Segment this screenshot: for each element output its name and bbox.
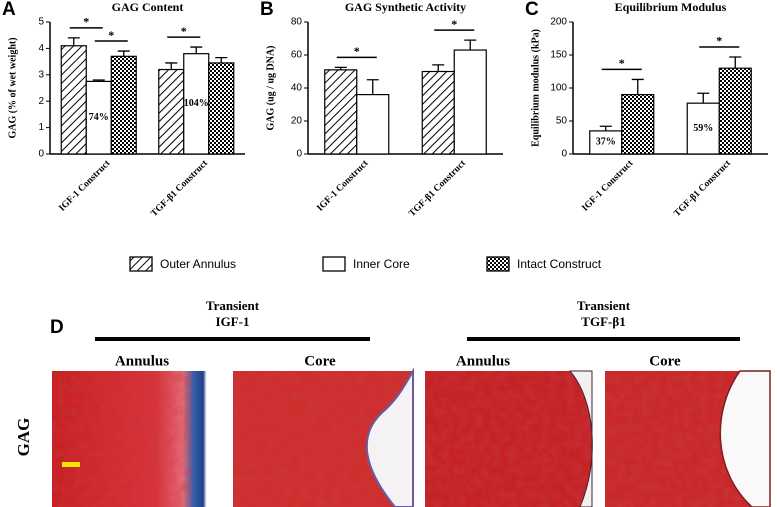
error-bar <box>729 56 742 69</box>
x-tick-label: IGF-1 Construct <box>580 158 636 214</box>
column-label: Annulus <box>456 353 510 369</box>
error-bar <box>697 92 710 104</box>
column-label: Core <box>649 353 681 369</box>
error-bar <box>67 37 80 46</box>
error-bar <box>117 50 130 57</box>
y-tick-label: 0 <box>38 149 44 160</box>
bar <box>324 69 358 155</box>
y-axis-title: GAG (ug / ug DNA) <box>265 45 276 130</box>
y-tick-label: 100 <box>550 83 567 94</box>
error-bar <box>92 79 105 82</box>
bar <box>158 68 185 155</box>
bar-annotation: 104% <box>184 98 209 109</box>
y-tick-label: 2 <box>38 96 44 107</box>
legend-label: Intact Construct <box>517 257 602 271</box>
bar <box>208 62 235 155</box>
significance-label: * <box>83 15 89 29</box>
legend-swatch <box>486 256 510 272</box>
chart-title: Equilibrium Modulus <box>615 0 727 14</box>
significance-label: * <box>619 56 625 70</box>
y-tick-label: 0 <box>296 149 302 160</box>
legend-swatch <box>129 256 153 272</box>
bar <box>421 70 455 155</box>
column-label: Core <box>304 353 336 369</box>
legend-swatch <box>322 256 346 272</box>
y-axis-title: GAG (% of wet weight) <box>7 37 18 138</box>
y-tick-label: 5 <box>38 17 44 28</box>
y-tick-label: 50 <box>556 116 568 127</box>
y-tick-label: 80 <box>291 17 303 28</box>
legend-label: Outer Annulus <box>160 257 236 271</box>
bar <box>110 55 137 155</box>
group-title: Transient <box>206 298 260 313</box>
panel-label: B <box>260 0 274 20</box>
error-bar <box>334 66 347 70</box>
y-tick-label: 200 <box>550 17 567 28</box>
bar <box>621 93 655 155</box>
group-title: IGF-1 <box>216 314 250 329</box>
y-axis-title: Equilibrium modulus (kPa) <box>530 29 541 147</box>
y-tick-label: 60 <box>291 50 303 61</box>
bar <box>718 67 752 155</box>
y-tick-label: 1 <box>38 122 44 133</box>
micrograph-texture <box>425 371 592 507</box>
error-bar <box>190 46 203 54</box>
micrograph-texture <box>52 371 192 507</box>
group-title: TGF-β1 <box>581 314 625 329</box>
y-tick-label: 150 <box>550 50 567 61</box>
significance-label: * <box>451 17 457 31</box>
group-title: Transient <box>577 298 631 313</box>
error-bar <box>165 62 178 70</box>
error-bar <box>432 64 445 72</box>
x-tick-label: IGF-1 Construct <box>57 158 113 214</box>
bar-annotation: 74% <box>89 112 109 123</box>
significance-label: * <box>716 34 722 48</box>
error-bar <box>631 78 644 95</box>
error-bar <box>366 79 379 95</box>
y-tick-label: 0 <box>561 149 567 160</box>
panel-label: A <box>2 0 16 20</box>
significance-label: * <box>181 24 187 38</box>
error-bar <box>215 56 228 63</box>
y-tick-label: 4 <box>38 43 44 54</box>
y-tick-label: 40 <box>291 83 303 94</box>
row-label: GAG <box>14 418 33 457</box>
panel-label: C <box>525 0 539 20</box>
panel-d-images <box>52 367 771 507</box>
x-tick-label: TGF-β1 Construct <box>672 158 733 219</box>
y-tick-label: 20 <box>291 116 303 127</box>
chart-title: GAG Synthetic Activity <box>345 0 466 14</box>
significance-label: * <box>354 44 360 58</box>
scale-bar <box>62 462 80 467</box>
bar-annotation: 37% <box>596 137 616 148</box>
bar <box>85 80 112 155</box>
bar <box>453 49 487 155</box>
bar-annotation: 59% <box>693 123 713 134</box>
bar <box>686 102 720 155</box>
chart-title: GAG Content <box>112 0 184 14</box>
legend-label: Inner Core <box>353 257 410 271</box>
bar <box>356 93 390 155</box>
significance-label: * <box>108 28 114 42</box>
micrograph-edge <box>568 370 593 507</box>
panel-label: D <box>50 317 64 338</box>
x-tick-label: TGF-β1 Construct <box>149 158 210 219</box>
y-tick-label: 3 <box>38 69 44 80</box>
error-bar <box>464 39 477 51</box>
bar <box>60 45 87 155</box>
x-tick-label: TGF-β1 Construct <box>407 158 468 219</box>
x-tick-label: IGF-1 Construct <box>315 158 371 214</box>
error-bar <box>599 125 612 131</box>
column-label: Annulus <box>115 353 169 369</box>
micrograph-edge <box>365 367 414 507</box>
